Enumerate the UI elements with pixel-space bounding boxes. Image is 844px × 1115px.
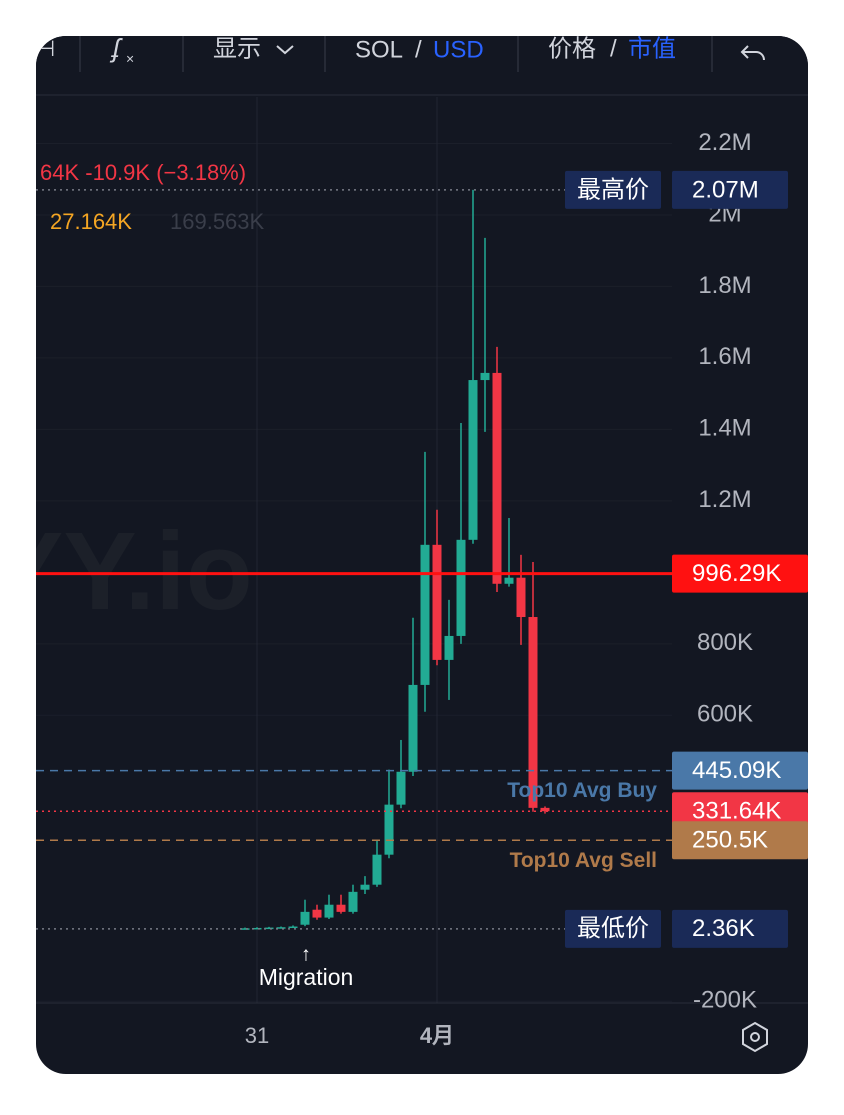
y-tick-label: 1.4M bbox=[698, 415, 751, 442]
candle-body bbox=[336, 904, 346, 912]
x-tick-label: 4月 bbox=[420, 1023, 454, 1048]
price-name-box bbox=[565, 909, 661, 948]
candle-body bbox=[444, 635, 454, 660]
candle-body bbox=[528, 617, 538, 808]
price-name-box bbox=[565, 170, 661, 209]
price-toggle[interactable]: 价格 bbox=[548, 35, 596, 62]
candle-body bbox=[540, 807, 550, 812]
icon-indicators[interactable]: ʄ bbox=[109, 33, 123, 63]
x-tick-label: 31 bbox=[245, 1023, 269, 1048]
legend-volume-ma: 169.563K bbox=[170, 209, 265, 234]
legend-change: 64K -10.9K (−3.18%) bbox=[40, 160, 246, 185]
icon-cut[interactable]: ⊣ bbox=[36, 36, 55, 61]
chevron[interactable] bbox=[276, 45, 294, 55]
price-box-label: 331.64K bbox=[692, 798, 781, 825]
candle-body bbox=[324, 904, 334, 918]
y-tick-label: 1.2M bbox=[698, 486, 751, 513]
undo-icon[interactable] bbox=[740, 45, 765, 61]
price-box bbox=[672, 821, 808, 860]
price-box-label: 2.07M bbox=[692, 176, 759, 203]
price-box bbox=[672, 751, 808, 790]
y-tick-label: 600K bbox=[697, 701, 753, 728]
price-name: Top10 Avg Sell bbox=[510, 849, 657, 872]
price-box-label: 250.5K bbox=[692, 827, 768, 854]
annotation-arrow: ↑ bbox=[301, 943, 311, 965]
candle-body bbox=[468, 380, 478, 540]
candle-body bbox=[348, 891, 358, 912]
candle-body bbox=[360, 884, 370, 890]
candle-body bbox=[264, 927, 274, 930]
annotation-text: Migration bbox=[259, 964, 354, 990]
candle-body bbox=[492, 372, 502, 584]
candle-body bbox=[408, 684, 418, 772]
candle-body bbox=[384, 804, 394, 855]
y-tick-label: 2.2M bbox=[698, 129, 751, 156]
price-name: 最高价 bbox=[577, 176, 649, 203]
settings-icon-dot[interactable] bbox=[750, 1032, 760, 1042]
candle-body bbox=[240, 928, 250, 930]
candle-body bbox=[432, 544, 442, 660]
y-tick-label: 800K bbox=[697, 629, 753, 656]
price-box bbox=[672, 909, 788, 948]
toolbar bbox=[36, 36, 808, 95]
y-tick-label: 1.8M bbox=[698, 272, 751, 299]
icon-indicators-x[interactable]: × bbox=[126, 51, 134, 67]
price-box-label: 996.29K bbox=[692, 560, 781, 587]
price-name: 最低价 bbox=[577, 915, 649, 942]
mcap-toggle[interactable]: 市值 bbox=[628, 35, 676, 62]
legend-volume: 27.164K bbox=[50, 209, 132, 234]
price-box-label: 445.09K bbox=[692, 757, 781, 784]
base-currency[interactable]: SOL bbox=[355, 36, 403, 63]
toolbar-separators bbox=[79, 36, 713, 72]
candle-body bbox=[252, 927, 262, 930]
separator: / bbox=[415, 36, 422, 63]
display-menu[interactable]: 显示 bbox=[213, 35, 261, 62]
candle-body bbox=[480, 372, 490, 381]
price-name: Top10 Avg Buy bbox=[507, 779, 657, 802]
separator: / bbox=[610, 35, 617, 62]
y-tick-label: 1.6M bbox=[698, 343, 751, 370]
settings-icon[interactable] bbox=[742, 1021, 768, 1053]
candle-body bbox=[288, 926, 298, 929]
candle-body bbox=[276, 927, 286, 929]
candle-body bbox=[504, 577, 514, 584]
watermark: YY.io bbox=[0, 510, 253, 633]
candle-body bbox=[396, 771, 406, 805]
price-box bbox=[672, 554, 808, 593]
candle-body bbox=[420, 544, 430, 685]
candle-body bbox=[372, 854, 382, 885]
candle-body bbox=[300, 911, 310, 925]
price-box-label: 2.36K bbox=[692, 915, 755, 942]
candle-body bbox=[312, 909, 322, 918]
price-box bbox=[672, 170, 788, 209]
candle-body bbox=[516, 577, 526, 618]
price-box bbox=[672, 792, 808, 831]
candle-body bbox=[456, 539, 466, 636]
y-tick-label: -200K bbox=[693, 987, 757, 1014]
quote-currency[interactable]: USD bbox=[433, 36, 484, 63]
